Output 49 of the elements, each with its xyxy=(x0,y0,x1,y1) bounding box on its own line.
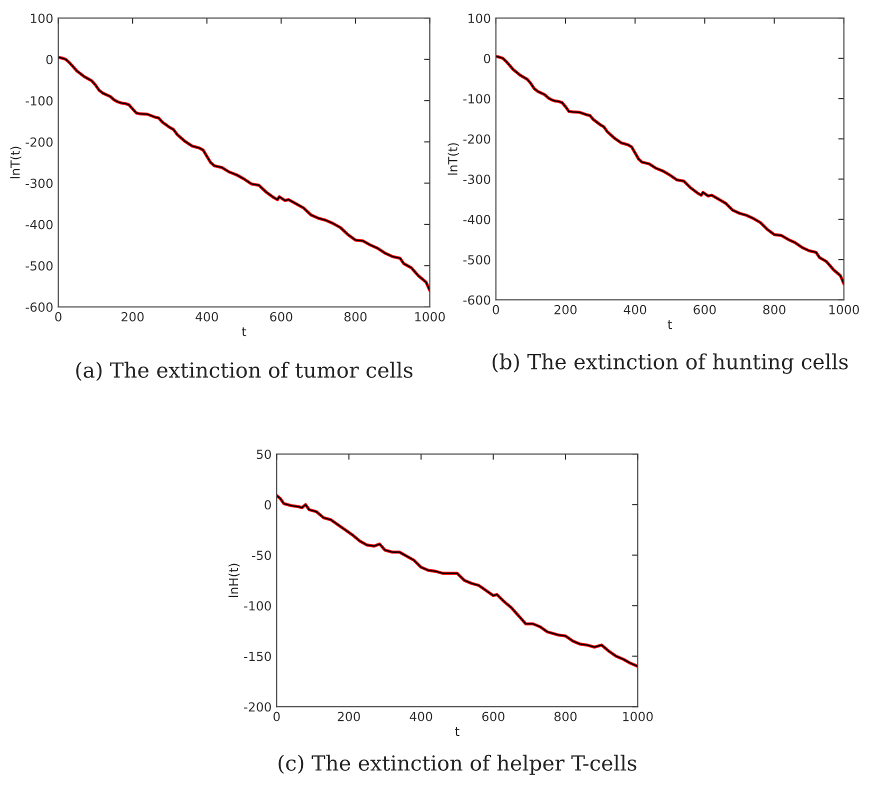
x-tick-label: 1000 xyxy=(623,712,653,722)
y-tick-label: -500 xyxy=(463,255,490,265)
y-tick-label: 50 xyxy=(256,450,271,460)
x-tick-label: 400 xyxy=(624,304,646,314)
y-tick-label: -150 xyxy=(244,652,271,662)
y-tick-label: 100 xyxy=(468,14,490,24)
x-tick-label: 600 xyxy=(694,304,716,314)
x-tick-label: 0 xyxy=(274,712,280,722)
text: (b) The extinction of hunting cells xyxy=(492,353,848,374)
y-tick-label: -400 xyxy=(463,214,490,224)
x-tick-label: 400 xyxy=(410,712,432,722)
y-tick-label: 0 xyxy=(46,54,53,64)
x-tick-label: 400 xyxy=(196,312,218,322)
x-tick-label: 0 xyxy=(492,304,500,314)
x-axis-title: t xyxy=(455,727,460,736)
y-axis-title: lnT(t) xyxy=(448,143,459,175)
x-tick-label: 600 xyxy=(270,312,292,322)
y-tick-label: -200 xyxy=(244,702,271,712)
x-axis-title: t xyxy=(668,320,672,330)
text: (a) The extinction of tumor cells xyxy=(76,362,412,381)
x-tick-label: 800 xyxy=(554,712,577,722)
y-tick-label: -300 xyxy=(463,174,490,184)
x-tick-label: 600 xyxy=(482,712,504,722)
x-axis-title: t xyxy=(242,327,246,336)
y-tick-label: 0 xyxy=(264,500,271,510)
y-tick-label: -600 xyxy=(26,302,53,312)
y-tick-label: -200 xyxy=(26,137,53,147)
x-tick-label: 1000 xyxy=(415,312,445,322)
x-tick-label: 200 xyxy=(122,312,144,322)
text: (c) The extinction of helper T-cells xyxy=(278,754,636,775)
x-tick-label: 200 xyxy=(338,712,360,722)
y-tick-label: -100 xyxy=(244,601,271,611)
x-tick-label: 200 xyxy=(554,304,577,314)
y-tick-label: -100 xyxy=(26,96,53,106)
y-tick-label: -600 xyxy=(463,295,490,305)
y-axis-title: lnT(t) xyxy=(10,146,22,178)
y-tick-label: 0 xyxy=(484,54,490,64)
y-tick-label: -500 xyxy=(26,261,53,271)
y-axis-title: lnH(t) xyxy=(228,564,240,597)
x-tick-label: 0 xyxy=(55,312,62,322)
x-tick-label: 800 xyxy=(763,304,786,314)
y-tick-label: -300 xyxy=(26,178,53,188)
x-tick-label: 1000 xyxy=(829,304,859,314)
y-tick-label: -100 xyxy=(463,94,490,104)
x-tick-label: 800 xyxy=(344,312,367,322)
y-tick-label: -400 xyxy=(26,220,53,230)
y-tick-label: -50 xyxy=(252,550,271,560)
y-tick-label: 100 xyxy=(30,14,53,24)
y-tick-label: -200 xyxy=(463,134,490,144)
